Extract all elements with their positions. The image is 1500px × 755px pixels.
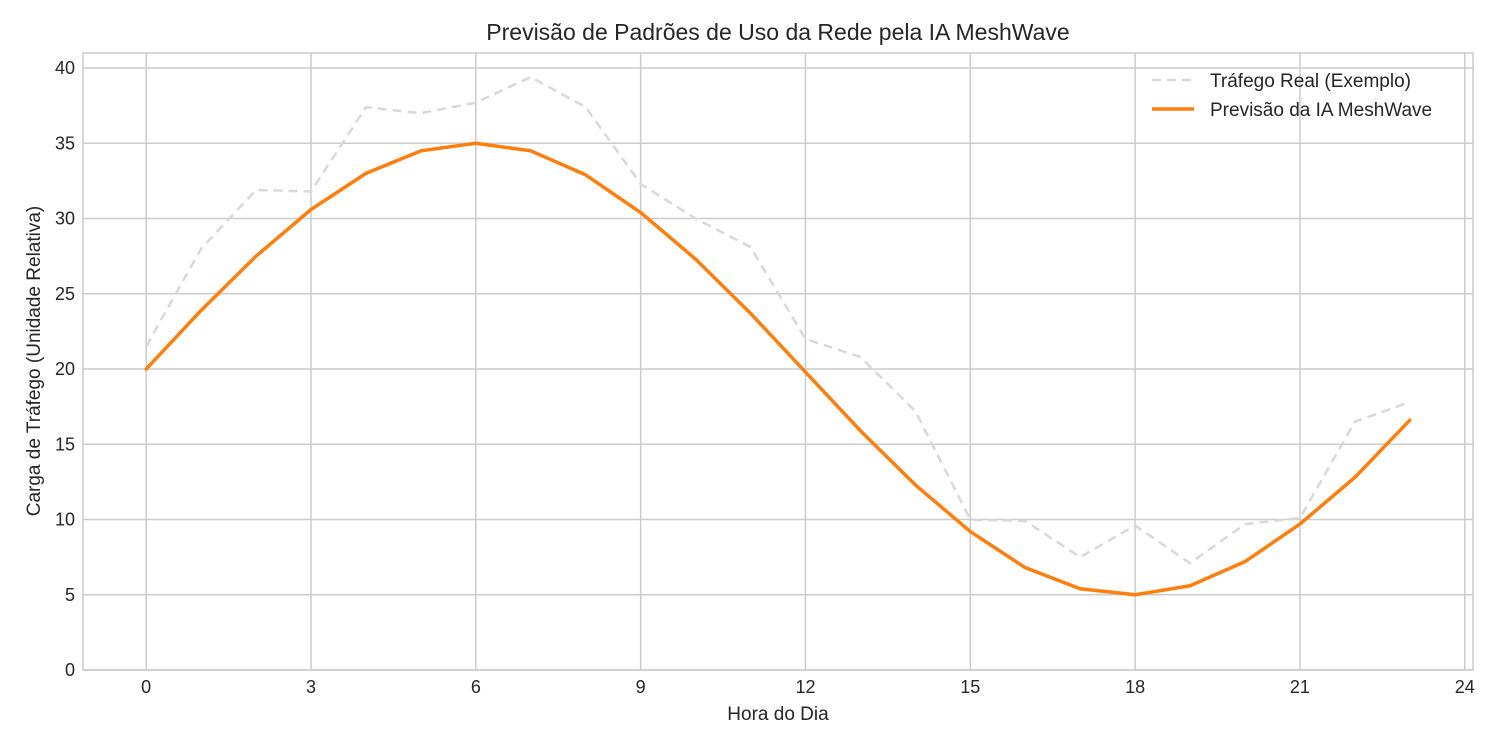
- y-axis-label: Carga de Tráfego (Unidade Relativa): [24, 206, 45, 517]
- legend-label: Previsão da IA MeshWave: [1210, 100, 1432, 121]
- y-tick-label: 35: [55, 133, 75, 153]
- y-tick-label: 25: [55, 284, 75, 304]
- y-tick-label: 5: [65, 585, 75, 605]
- x-tick-label: 9: [636, 677, 646, 697]
- y-tick-label: 10: [55, 510, 75, 530]
- x-tick-label: 18: [1125, 677, 1145, 697]
- legend-label: Tráfego Real (Exemplo): [1210, 71, 1411, 92]
- x-tick-label: 6: [471, 677, 481, 697]
- legend: Tráfego Real (Exemplo) Previsão da IA Mes…: [1152, 71, 1432, 121]
- y-tick-label: 20: [55, 359, 75, 379]
- x-tick-label: 24: [1455, 677, 1475, 697]
- y-tick-label: 15: [55, 434, 75, 454]
- series-line-2: [144, 141, 1412, 597]
- y-tick-label: 30: [55, 209, 75, 229]
- x-tick-label: 0: [141, 677, 151, 697]
- y-tick-label: 40: [55, 58, 75, 78]
- chart-title: Previsão de Padrões de Uso da Rede pela …: [486, 19, 1069, 45]
- x-tick-label: 12: [795, 677, 815, 697]
- plot-frame: [82, 52, 1474, 671]
- x-tick-label: 15: [960, 677, 980, 697]
- x-tick-label: 3: [306, 677, 316, 697]
- series-group: [144, 75, 1412, 597]
- x-axis-label: Hora do Dia: [727, 704, 829, 725]
- series-line-1: [145, 75, 1411, 565]
- tick-labels: 0 3 6 9 12 15 18 21 24 0 5 10 15 20 25 30 35 40: [55, 58, 1475, 697]
- y-tick-label: 0: [65, 660, 75, 680]
- x-tick-label: 21: [1290, 677, 1310, 697]
